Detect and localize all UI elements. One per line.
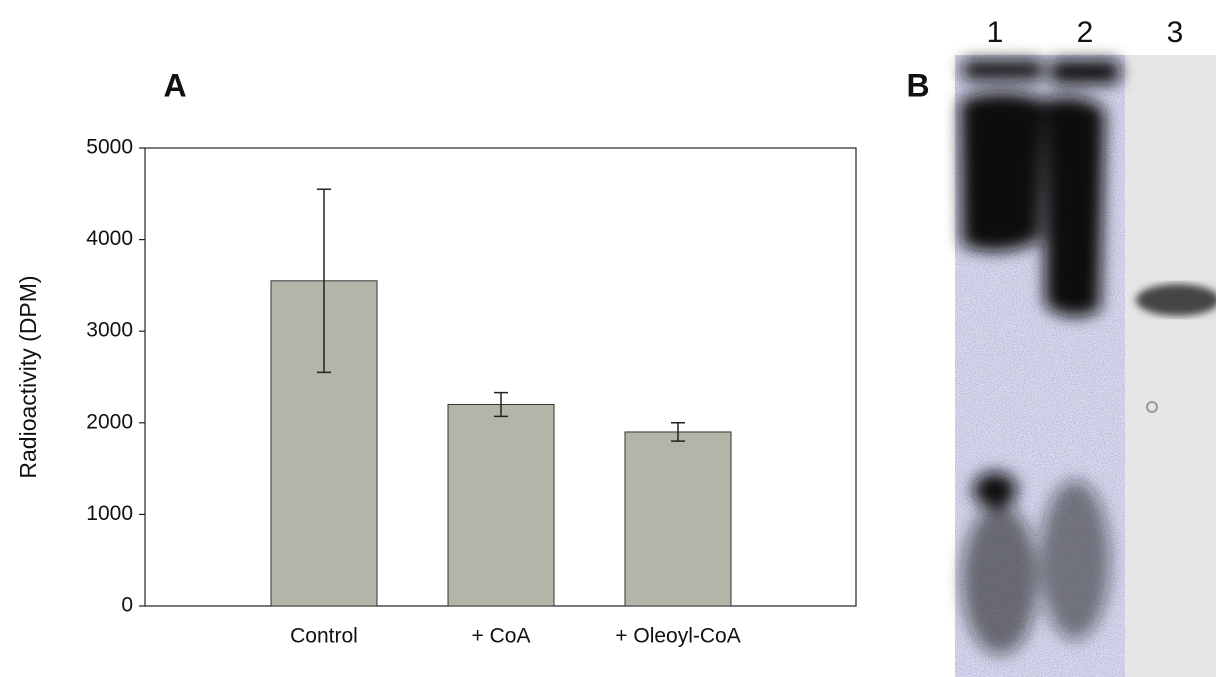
lane-label: 2 bbox=[1077, 16, 1094, 49]
y-tick-label: 5000 bbox=[86, 136, 133, 159]
panel-label: A bbox=[163, 67, 186, 103]
y-tick-label: 3000 bbox=[86, 319, 133, 342]
y-axis-label: Radioactivity (DPM) bbox=[15, 275, 41, 478]
bar bbox=[625, 432, 731, 606]
lane-label: 3 bbox=[1167, 16, 1184, 49]
lane-label: 1 bbox=[987, 16, 1004, 49]
y-tick-label: 0 bbox=[121, 594, 133, 617]
y-tick-label: 4000 bbox=[86, 227, 133, 250]
x-tick-label: + CoA bbox=[472, 625, 531, 648]
y-tick-label: 2000 bbox=[86, 410, 133, 433]
x-tick-label: + Oleoyl-CoA bbox=[615, 625, 740, 648]
bar bbox=[448, 404, 554, 606]
y-tick-label: 1000 bbox=[86, 502, 133, 525]
figure: A B 1 2 3 Radioactivity (DPM) 0 1000 2000 3… bbox=[0, 0, 1216, 677]
gel-image bbox=[955, 55, 1216, 677]
panel-label: B bbox=[906, 67, 929, 103]
x-tick-label: Control bbox=[290, 625, 358, 648]
